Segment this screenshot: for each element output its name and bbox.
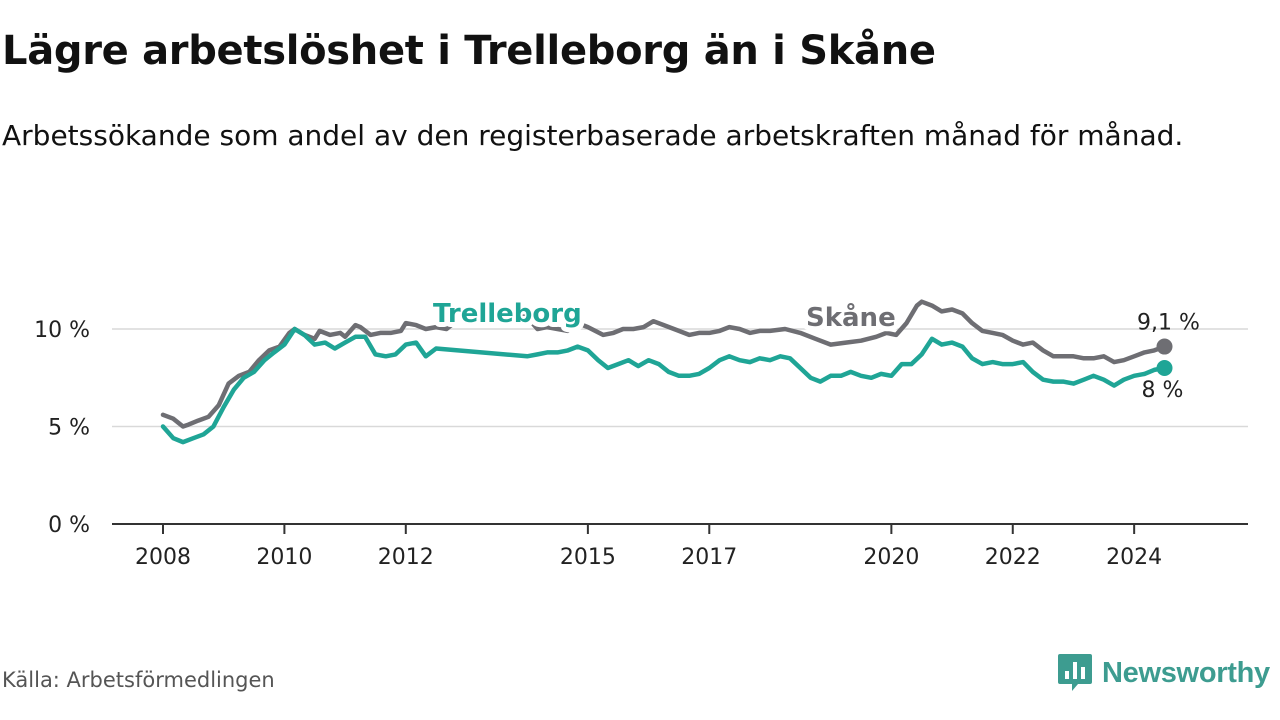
- series-label-skane: Skåne: [806, 301, 896, 333]
- chart-subtitle: Arbetssökande som andel av den registerb…: [2, 119, 1184, 152]
- y-tick-label: 5 %: [48, 416, 90, 441]
- x-tick-label: 2008: [135, 545, 191, 570]
- x-tick-label: 2024: [1106, 545, 1162, 570]
- series-line-trelleborg: [160, 326, 1167, 445]
- x-tick-label: 2012: [378, 545, 434, 570]
- y-tick-label: 10 %: [34, 318, 90, 343]
- y-tick-label: 0 %: [48, 513, 90, 538]
- newsworthy-logo-icon: [1058, 654, 1092, 691]
- end-marker-skane: [1156, 338, 1173, 355]
- brand-name: Newsworthy: [1102, 656, 1270, 689]
- series-line-skane: [160, 299, 1167, 429]
- x-tick-label: 2017: [681, 545, 737, 570]
- x-tick-label: 2022: [985, 545, 1041, 570]
- x-tick-label: 2010: [256, 545, 312, 570]
- axes: 0 % 5 % 10 % 2008 2010 2012 2015 2017 2020 2022 20…: [34, 318, 1248, 570]
- x-tick-label: 2015: [560, 545, 616, 570]
- series-labels: Trelleborg Skåne 9,1 % 8 %: [428, 294, 1200, 403]
- series-lines: [160, 299, 1173, 445]
- end-value-trelleborg: 8 %: [1142, 378, 1184, 403]
- chart-title: Lägre arbetslöshet i Trelleborg än i Skå…: [2, 28, 936, 74]
- source-note: Källa: Arbetsförmedlingen: [2, 668, 275, 692]
- x-tick-label: 2020: [863, 545, 919, 570]
- end-marker-trelleborg: [1156, 360, 1173, 376]
- brand-logo: Newsworthy: [1058, 654, 1270, 692]
- series-label-trelleborg: Trelleborg: [433, 299, 582, 329]
- end-value-skane: 9,1 %: [1137, 311, 1200, 336]
